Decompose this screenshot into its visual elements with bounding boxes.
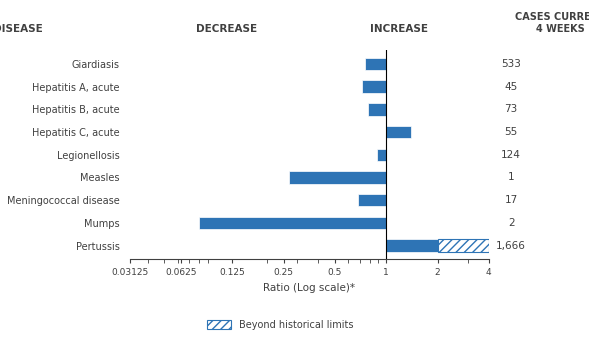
Legend: Beyond historical limits: Beyond historical limits	[203, 316, 358, 334]
Text: 73: 73	[504, 104, 518, 114]
Text: 1,666: 1,666	[496, 240, 526, 251]
Text: 17: 17	[504, 195, 518, 205]
Bar	[377, 149, 386, 161]
Text: 124: 124	[501, 150, 521, 160]
Bar	[365, 58, 386, 70]
Bar	[199, 217, 386, 229]
Bar	[386, 239, 438, 252]
Text: 55: 55	[504, 127, 518, 137]
Text: DECREASE: DECREASE	[196, 24, 257, 34]
Text: DISEASE: DISEASE	[0, 24, 43, 34]
Text: INCREASE: INCREASE	[370, 24, 428, 34]
Bar	[362, 81, 386, 93]
X-axis label: Ratio (Log scale)*: Ratio (Log scale)*	[263, 283, 355, 293]
Bar	[358, 194, 386, 206]
Bar	[289, 171, 386, 184]
Text: 533: 533	[501, 59, 521, 69]
Bar	[386, 126, 411, 138]
Text: 45: 45	[504, 82, 518, 92]
Text: 2: 2	[508, 218, 514, 228]
Bar	[438, 239, 489, 252]
Bar	[368, 103, 386, 116]
Text: CASES CURRENT
4 WEEKS: CASES CURRENT 4 WEEKS	[515, 12, 589, 34]
Text: 1: 1	[508, 172, 514, 183]
